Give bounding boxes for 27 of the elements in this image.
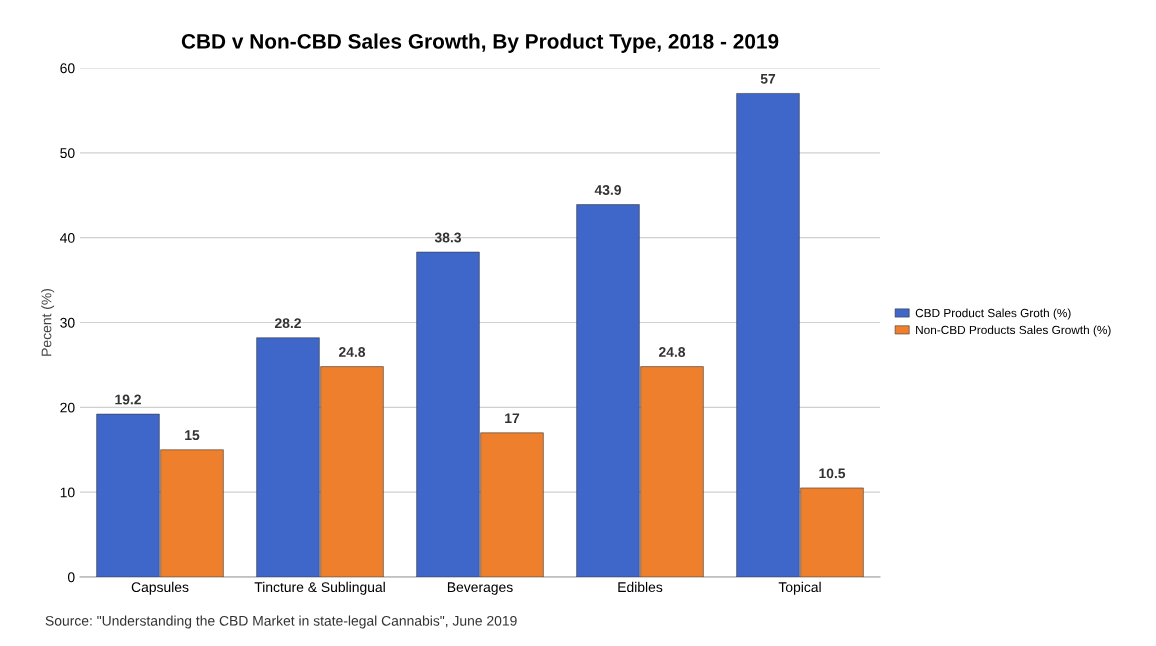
x-tick-label: Tincture & Sublingual [254,581,385,595]
y-tick-label: 0 [67,572,75,583]
x-tick-label: Topical [778,581,821,595]
y-tick-label: 20 [60,402,75,413]
data-label: 28.2 [274,318,301,329]
x-tick-label: Beverages [447,582,513,595]
chart-title: CBD v Non-CBD Sales Growth, By Product Type, 2018 - 2019 [181,33,779,53]
legend-label: CBD Product Sales Groth (%) [915,308,1071,320]
legend-label: Non-CBD Products Sales Growth (%) [916,325,1111,337]
data-label: 15 [185,430,200,441]
data-label: 57 [760,74,776,84]
data-label: 43.9 [594,185,621,195]
x-tick-label: Capsules [131,581,189,595]
data-label: 10.5 [819,468,846,479]
data-label: 38.3 [434,232,462,243]
y-tick-label: 60 [60,63,75,74]
y-tick-label: 40 [60,233,75,243]
y-tick-label: 10 [60,487,75,498]
y-axis-title: Pecent (%) [41,289,55,356]
y-tick-label: 30 [60,317,75,328]
source-note: Source: "Understanding the CBD Market in state-legal Cannabis", June 2019 [45,615,517,629]
data-label: 24.8 [658,347,686,357]
data-label: 19.2 [115,394,141,405]
data-label: 17 [505,413,520,423]
x-tick-label: Edibles [618,581,663,593]
data-label: 24.8 [338,347,366,357]
y-tick-label: 50 [60,148,75,158]
